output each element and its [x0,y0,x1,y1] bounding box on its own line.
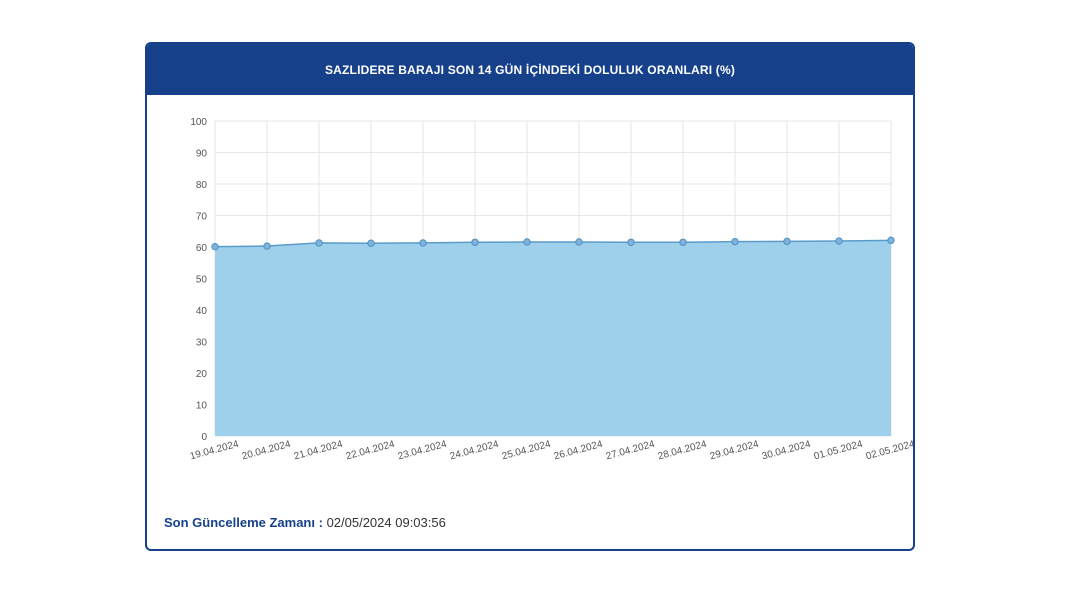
series-line [214,239,892,248]
y-tick-label: 30 [196,338,208,349]
data-point [471,238,479,246]
x-tick-label: 29.04.2024 [709,439,761,463]
y-tick-label: 0 [201,432,207,443]
data-point [315,239,323,247]
y-tick-label: 50 [196,275,208,286]
x-tick-label: 26.04.2024 [553,439,605,463]
last-update-label: Son Güncelleme Zamanı : [164,515,323,530]
x-tick-label: 21.04.2024 [293,439,345,463]
x-tick-label: 27.04.2024 [605,439,657,463]
y-tick-label: 10 [196,401,208,412]
data-point [887,236,895,245]
data-point [835,237,843,245]
x-tick-label: 20.04.2024 [241,439,293,463]
data-point [523,238,531,246]
data-point [211,242,219,251]
fill-rate-chart: 0 10 20 30 40 50 60 70 80 90 100 19.04.2024 20.04.20… [189,117,913,463]
x-tick-label: 25.04.2024 [501,439,553,463]
x-tick-label: 23.04.2024 [397,439,449,463]
data-point [627,238,635,246]
chart-header: SAZLIDERE BARAJI SON 14 GÜN İÇİNDEKİ DOL… [147,44,913,95]
x-tick-label: 24.04.2024 [449,439,501,463]
x-tick-label: 02.05.2024 [865,439,913,463]
y-tick-label: 100 [190,117,207,128]
chart-title: SAZLIDERE BARAJI SON 14 GÜN İÇİNDEKİ DOL… [324,62,736,77]
y-tick-label: 20 [196,369,208,380]
x-tick-label: 01.05.2024 [813,439,865,463]
y-tick-label: 40 [196,306,208,317]
data-point [575,238,583,246]
y-tick-label: 70 [196,212,208,223]
data-point [731,237,739,246]
data-point [783,237,791,246]
chart-card: SAZLIDERE BARAJI SON 14 GÜN İÇİNDEKİ DOL… [145,42,915,551]
x-tick-label: 30.04.2024 [761,439,813,463]
last-update: Son Güncelleme Zamanı : 02/05/2024 09:03… [164,515,446,530]
series-area [215,240,891,436]
data-point [419,239,427,247]
data-point [263,242,271,250]
x-tick-label: 28.04.2024 [657,439,709,463]
x-tick-label: 19.04.2024 [189,439,241,463]
x-tick-label: 22.04.2024 [345,439,397,463]
data-point [679,238,687,246]
last-update-value: 02/05/2024 09:03:56 [326,515,446,530]
y-tick-label: 60 [196,243,208,254]
y-tick-label: 80 [196,180,208,191]
y-tick-label: 90 [196,149,208,160]
data-point [367,239,375,247]
